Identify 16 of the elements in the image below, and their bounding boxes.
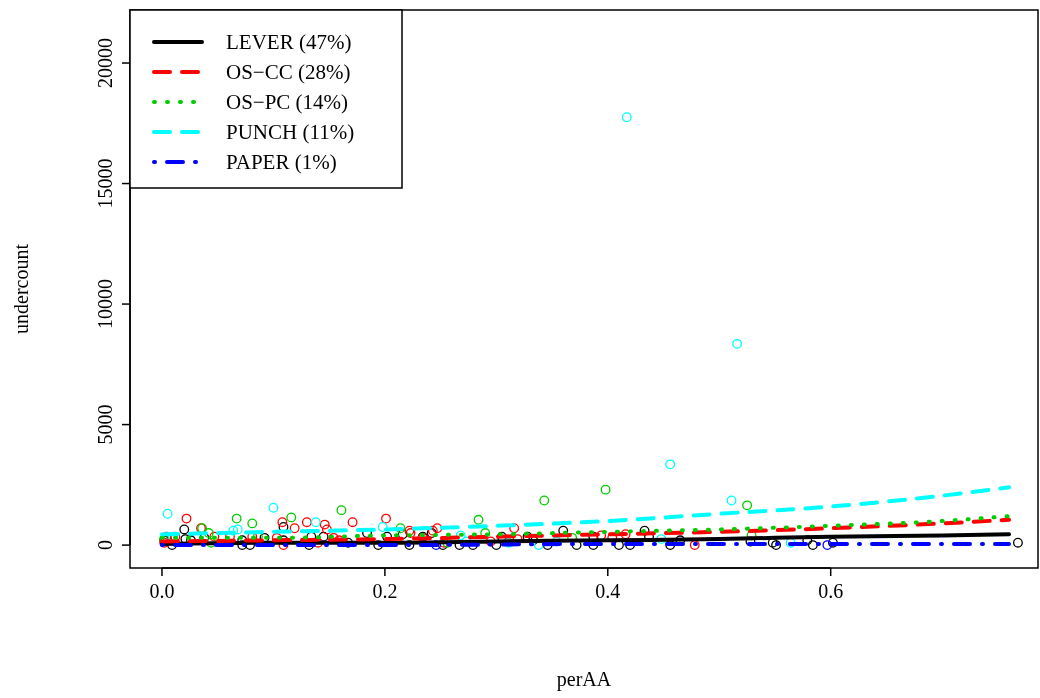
- x-tick-label: 0.6: [818, 580, 844, 602]
- legend-label: PUNCH (11%): [226, 120, 355, 144]
- legend-label: OS−PC (14%): [226, 90, 349, 114]
- x-tick-label: 0.2: [372, 580, 398, 602]
- legend-label: LEVER (47%): [226, 30, 352, 54]
- y-tick-label: 5000: [94, 404, 116, 445]
- legend-label: OS−CC (28%): [226, 60, 351, 84]
- y-tick-label: 15000: [94, 158, 116, 209]
- x-axis-title: perAA: [556, 668, 612, 691]
- x-tick-label: 0.4: [595, 580, 621, 602]
- y-tick-label: 10000: [94, 279, 116, 330]
- y-axis-title: undercount: [10, 243, 32, 334]
- x-tick-label: 0.0: [149, 580, 175, 602]
- legend-label: PAPER (1%): [226, 150, 337, 174]
- y-tick-label: 0: [94, 540, 116, 551]
- y-tick-label: 20000: [94, 38, 116, 89]
